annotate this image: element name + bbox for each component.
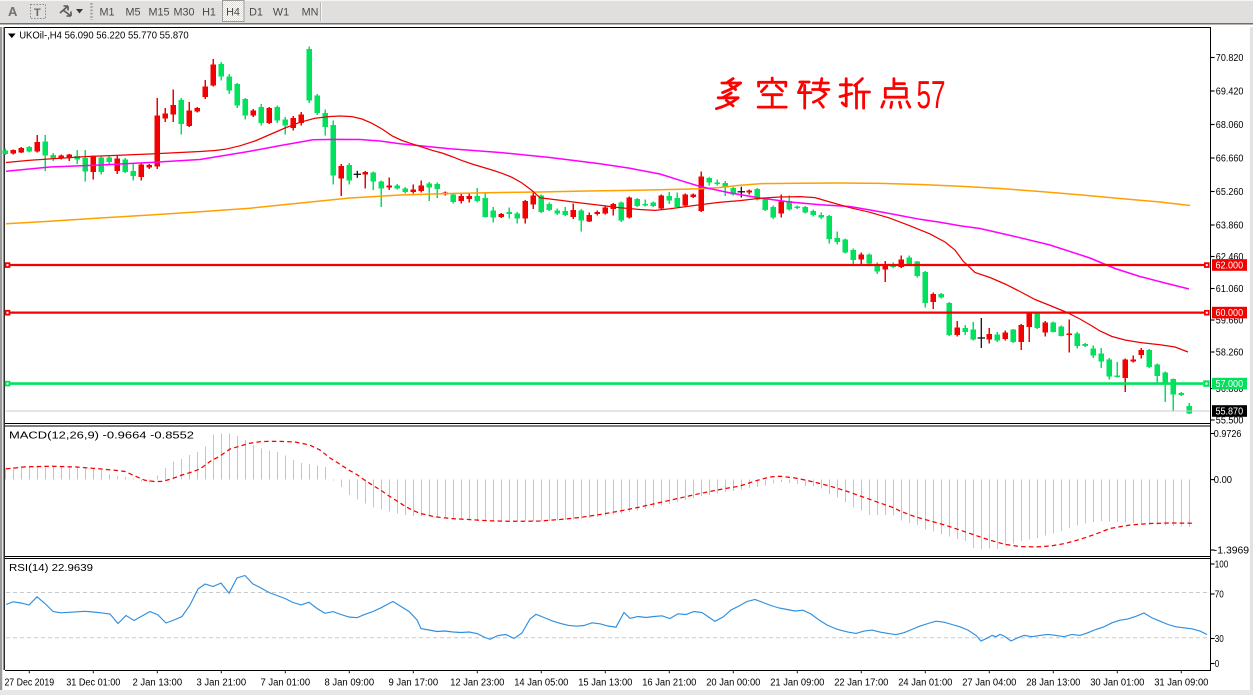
svg-text:62.460: 62.460 (1216, 252, 1244, 263)
svg-text:H4: H4 (226, 7, 240, 19)
svg-text:65.260: 65.260 (1216, 187, 1244, 198)
svg-text:RSI(14) 22.9639: RSI(14) 22.9639 (9, 562, 93, 574)
svg-text:0.00: 0.00 (1214, 475, 1233, 486)
svg-text:57: 57 (917, 74, 946, 117)
svg-text:7 Jan 01:00: 7 Jan 01:00 (260, 678, 310, 689)
svg-text:31 Jan 09:00: 31 Jan 09:00 (1154, 678, 1209, 689)
svg-text:30: 30 (1215, 634, 1224, 645)
svg-text:15 Jan 13:00: 15 Jan 13:00 (578, 678, 633, 689)
svg-text:A: A (8, 4, 18, 19)
svg-text:60.000: 60.000 (1216, 308, 1244, 319)
svg-text:-1.3969: -1.3969 (1214, 546, 1250, 557)
svg-text:70: 70 (1215, 590, 1224, 601)
svg-text:27 Dec 2019: 27 Dec 2019 (4, 678, 54, 689)
svg-text:M15: M15 (148, 7, 169, 19)
svg-text:14 Jan 05:00: 14 Jan 05:00 (514, 678, 569, 689)
svg-text:56.860: 56.860 (1216, 384, 1244, 395)
svg-text:100: 100 (1215, 560, 1229, 571)
svg-text:T: T (34, 7, 41, 19)
svg-text:9 Jan 17:00: 9 Jan 17:00 (388, 678, 438, 689)
svg-text:62.000: 62.000 (1216, 261, 1244, 272)
svg-text:57.000: 57.000 (1216, 379, 1244, 390)
svg-text:16 Jan 21:00: 16 Jan 21:00 (642, 678, 697, 689)
svg-text:30 Jan 01:00: 30 Jan 01:00 (1090, 678, 1145, 689)
svg-text:70.820: 70.820 (1216, 53, 1244, 64)
svg-text:W1: W1 (273, 7, 289, 19)
svg-text:22 Jan 17:00: 22 Jan 17:00 (834, 678, 889, 689)
svg-text:M5: M5 (126, 7, 141, 19)
svg-text:21 Jan 09:00: 21 Jan 09:00 (770, 678, 825, 689)
svg-text:58.260: 58.260 (1216, 348, 1244, 359)
svg-text:MACD(12,26,9) -0.9664 -0.8552: MACD(12,26,9) -0.9664 -0.8552 (9, 430, 194, 442)
svg-text:0.9726: 0.9726 (1214, 429, 1242, 440)
svg-text:28 Jan 13:00: 28 Jan 13:00 (1026, 678, 1081, 689)
svg-text:MN: MN (302, 7, 319, 19)
svg-text:3 Jan 21:00: 3 Jan 21:00 (196, 678, 246, 689)
svg-text:D1: D1 (249, 7, 263, 19)
svg-text:24 Jan 01:00: 24 Jan 01:00 (898, 678, 953, 689)
svg-text:0: 0 (1215, 659, 1220, 670)
svg-text:H1: H1 (202, 7, 216, 19)
svg-text:M1: M1 (100, 7, 115, 19)
svg-text:12 Jan 23:00: 12 Jan 23:00 (450, 678, 505, 689)
svg-text:UKOil-,H4 56.090 56.220 55.77: UKOil-,H4 56.090 56.220 55.770 55.870 (19, 30, 189, 42)
svg-text:69.420: 69.420 (1216, 87, 1244, 98)
svg-text:31 Dec 01:00: 31 Dec 01:00 (66, 678, 121, 689)
svg-text:66.660: 66.660 (1216, 154, 1244, 165)
svg-text:M30: M30 (173, 7, 194, 19)
svg-text:2 Jan 13:00: 2 Jan 13:00 (132, 678, 182, 689)
svg-text:68.060: 68.060 (1216, 120, 1244, 131)
svg-text:55.870: 55.870 (1216, 407, 1244, 418)
svg-text:61.060: 61.060 (1216, 284, 1244, 295)
svg-text:27 Jan 04:00: 27 Jan 04:00 (962, 678, 1017, 689)
svg-text:8 Jan 09:00: 8 Jan 09:00 (324, 678, 374, 689)
svg-text:20 Jan 00:00: 20 Jan 00:00 (706, 678, 761, 689)
svg-text:63.860: 63.860 (1216, 221, 1244, 232)
svg-text:55.500: 55.500 (1216, 416, 1244, 427)
svg-text:59.660: 59.660 (1216, 316, 1244, 327)
